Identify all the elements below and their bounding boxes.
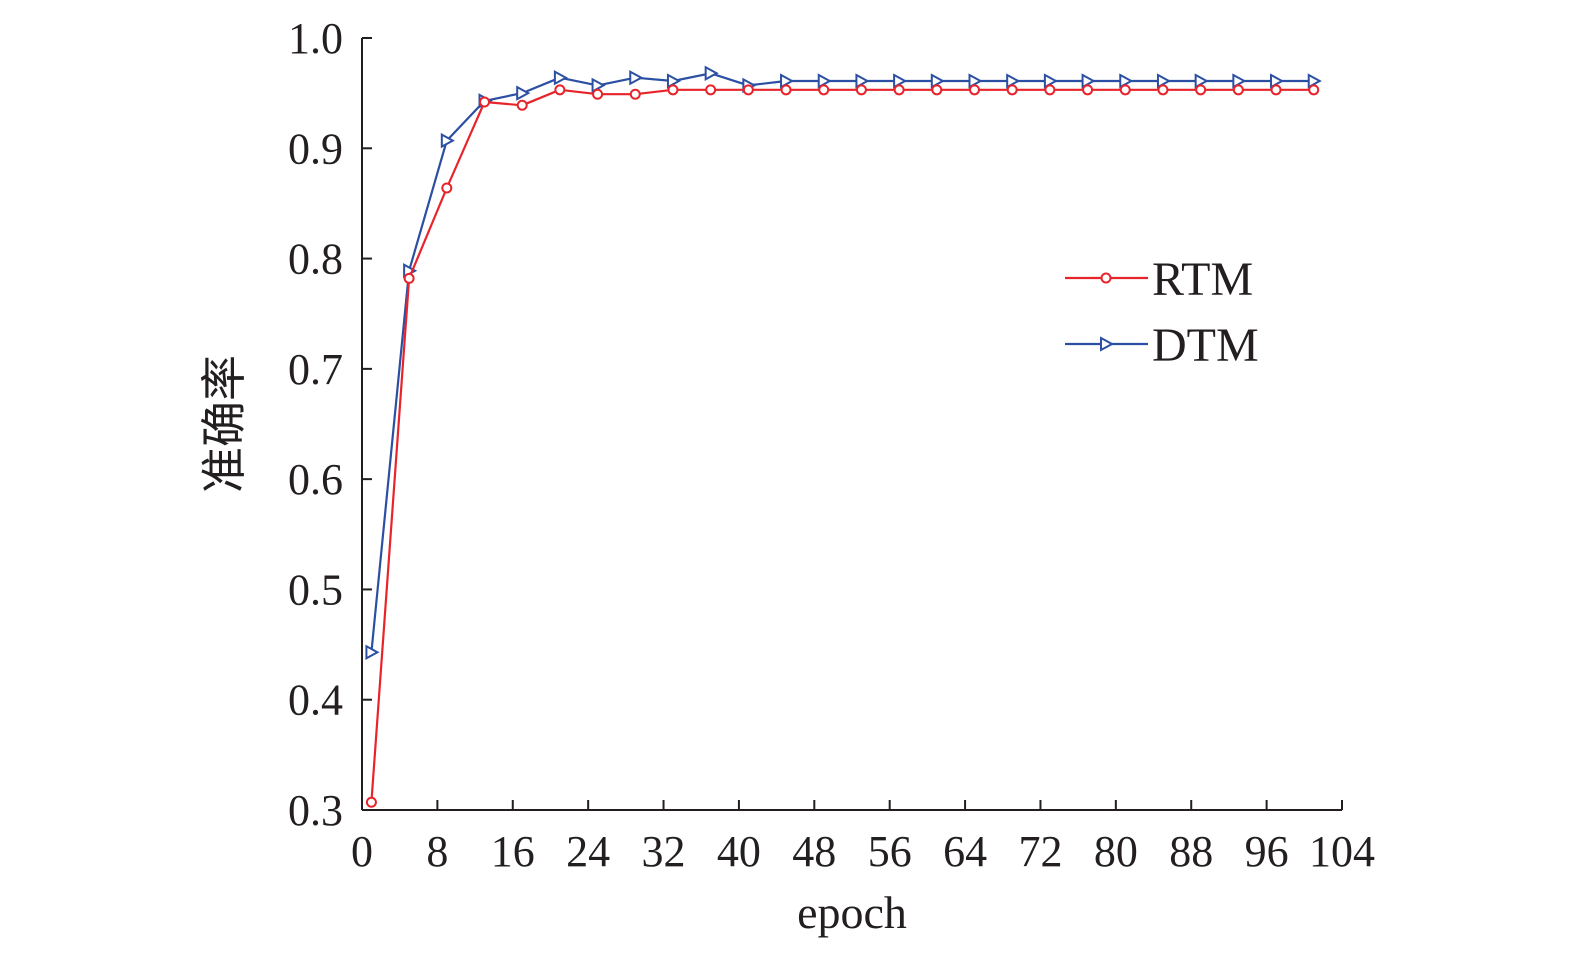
data-point-rtm [403, 272, 415, 284]
data-point-rtm [742, 84, 754, 96]
data-point-rtm [969, 84, 980, 96]
y-axis-title: 准确率 [199, 355, 250, 493]
data-point-rtm [780, 84, 792, 96]
data-point-dtm [1270, 73, 1285, 89]
data-point-dtm [930, 73, 945, 89]
data-point-rtm [705, 84, 717, 96]
data-point-dtm [516, 85, 531, 101]
x-tick-label: 64 [943, 827, 987, 876]
y-tick-label: 0.9 [288, 124, 343, 173]
legend: RTM DTM [1065, 253, 1259, 372]
x-tick-label: 88 [1169, 827, 1213, 876]
data-point-rtm [516, 99, 528, 111]
data-point-dtm [440, 132, 455, 149]
data-point-rtm [1082, 84, 1094, 96]
data-point-rtm [893, 84, 905, 96]
series-line-rtm [370, 88, 1314, 803]
data-point-dtm [591, 77, 606, 94]
data-point-rtm [554, 84, 566, 96]
data-point-dtm [968, 73, 983, 89]
data-point-dtm [1043, 73, 1058, 89]
x-tick-label: 8 [426, 827, 448, 876]
data-point-rtm [818, 84, 830, 96]
series-line-dtm [370, 72, 1314, 653]
data-point-dtm [855, 73, 870, 89]
legend-item-dtm: DTM [1065, 319, 1259, 372]
y-tick-label: 0.8 [288, 235, 343, 284]
data-point-rtm [1308, 84, 1320, 96]
x-tick-label: 56 [868, 827, 912, 876]
data-point-dtm [893, 73, 908, 89]
data-point-rtm [1044, 84, 1056, 96]
data-point-rtm [592, 88, 604, 100]
x-tick-label: 40 [717, 827, 761, 876]
y-tick-label: 0.5 [288, 565, 343, 614]
data-point-dtm [365, 644, 380, 660]
axes: 0 8 16 24 32 40 48 56 64 72 80 88 96 104 0.3 0.4 0.5 0.6 0… [288, 14, 1375, 876]
data-point-dtm [1307, 73, 1322, 89]
legend-marker [1100, 336, 1115, 352]
data-point-rtm [1232, 84, 1244, 96]
data-point-rtm [931, 84, 943, 96]
x-tick-label: 104 [1309, 827, 1375, 876]
legend-marker [1100, 272, 1112, 284]
data-point-dtm [1006, 73, 1021, 89]
x-tick-label: 24 [566, 827, 610, 876]
x-tick-label: 48 [792, 827, 836, 876]
x-tick-label: 16 [491, 827, 535, 876]
legend-item-rtm: RTM [1065, 253, 1253, 306]
x-tick-label: 80 [1094, 827, 1138, 876]
y-tick-label: 0.3 [288, 786, 343, 835]
data-point-rtm [365, 796, 377, 808]
x-tick-label: 32 [642, 827, 686, 876]
data-point-dtm [553, 70, 568, 86]
data-point-rtm [1195, 84, 1207, 96]
data-point-rtm [479, 96, 490, 108]
legend-label: DTM [1152, 319, 1259, 372]
series-layer [365, 65, 1322, 808]
data-point-dtm [666, 73, 682, 89]
y-tick-label: 1.0 [288, 14, 343, 63]
data-point-rtm [667, 84, 679, 96]
data-point-dtm [1194, 73, 1209, 89]
data-point-dtm [1081, 73, 1096, 89]
data-point-dtm [1156, 73, 1172, 89]
x-tick-label: 72 [1018, 827, 1062, 876]
x-tick-label: 96 [1245, 827, 1289, 876]
y-tick-label: 0.4 [288, 676, 343, 725]
data-point-rtm [1006, 84, 1018, 96]
y-tick-label: 0.7 [288, 345, 343, 394]
data-point-dtm [704, 65, 719, 81]
data-point-dtm [1119, 73, 1134, 89]
data-point-dtm [629, 70, 644, 86]
legend-label: RTM [1152, 253, 1253, 306]
data-point-dtm [817, 73, 832, 89]
data-point-rtm [1270, 84, 1282, 96]
series-rtm [365, 84, 1320, 808]
x-axis-title: epoch [797, 887, 907, 938]
data-point-rtm [1157, 84, 1169, 96]
data-point-rtm [855, 84, 867, 96]
x-tick-label: 0 [351, 827, 373, 876]
data-point-rtm [1119, 84, 1131, 96]
data-point-rtm [629, 88, 641, 100]
series-dtm [365, 65, 1322, 660]
data-point-dtm [1232, 73, 1247, 89]
data-point-rtm [441, 182, 453, 194]
y-tick-label: 0.6 [288, 455, 343, 504]
data-point-dtm [780, 73, 795, 89]
